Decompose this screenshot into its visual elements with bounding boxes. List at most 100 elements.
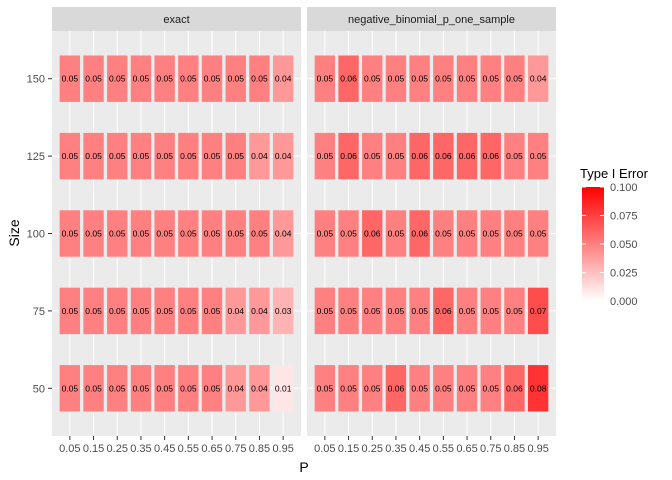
heatmap-cell: [107, 210, 128, 257]
heatmap-cell: [201, 210, 223, 257]
cell-value-label: 0.05: [340, 306, 357, 316]
x-tick-label: 0.25: [107, 443, 128, 455]
heatmap-cell: [433, 55, 454, 102]
heatmap-cell: [249, 55, 270, 102]
x-tick-label: 0.45: [154, 443, 175, 455]
cell-value-label: 0.05: [506, 229, 523, 239]
cell-value-label: 0.05: [133, 383, 150, 393]
heatmap-cell: [83, 287, 104, 335]
cell-value-label: 0.05: [364, 306, 381, 316]
heatmap-cell: [201, 132, 223, 180]
heatmap-cell: [385, 365, 407, 412]
heatmap-cell: [201, 55, 223, 102]
heatmap-cell: [504, 132, 525, 180]
heatmap-cells-negative-binomial: 0.05 0.05 0.05 0.06 0.05 0.05 0.05 0.05 0.06 0.08…: [307, 31, 556, 436]
heatmap-cell: [154, 365, 175, 412]
heatmap-cell: [480, 287, 501, 335]
y-axis-title: Size: [6, 219, 22, 246]
cell-value-label: 0.05: [85, 74, 102, 84]
heatmap-cell: [178, 365, 199, 412]
y-tick-label: 100: [27, 229, 45, 241]
heatmap-cell: [59, 210, 81, 257]
cell-value-label: 0.05: [133, 306, 150, 316]
cell-value-label: 0.04: [251, 306, 268, 316]
x-tick-label: 0.55: [433, 443, 454, 455]
cell-value-label: 0.06: [482, 151, 499, 161]
cell-value-label: 0.05: [388, 306, 405, 316]
heatmap-cell: [338, 55, 359, 102]
legend-tick-label: 0.025: [610, 268, 638, 280]
cell-value-label: 0.05: [62, 229, 79, 239]
heatmap-cell: [314, 210, 336, 257]
heatmap-cell: [272, 365, 294, 412]
cell-value-label: 0.06: [411, 229, 428, 239]
cell-value-label: 0.05: [530, 151, 547, 161]
cell-value-label: 0.05: [411, 74, 428, 84]
cell-value-label: 0.06: [340, 151, 357, 161]
panel-strip-negative-binomial: [307, 7, 556, 31]
heatmap-cell: [107, 287, 128, 335]
cell-value-label: 0.05: [364, 74, 381, 84]
cell-value-label: 0.05: [156, 74, 173, 84]
heatmap-cell: [130, 132, 152, 180]
cell-value-label: 0.05: [364, 151, 381, 161]
cell-value-label: 0.05: [133, 229, 150, 239]
cell-value-label: 0.07: [530, 306, 547, 316]
heatmap-cell: [456, 55, 478, 102]
legend-color-bar: [582, 187, 604, 301]
heatmap-cell: [527, 210, 549, 257]
x-tick-label: 0.65: [201, 443, 222, 455]
cell-value-label: 0.05: [62, 306, 79, 316]
cell-value-label: 0.05: [156, 383, 173, 393]
heatmap-cell: [433, 132, 454, 180]
cell-value-label: 0.05: [180, 229, 197, 239]
heatmap-cell: [362, 55, 383, 102]
heatmap-cell: [409, 55, 430, 102]
cell-value-label: 0.05: [85, 306, 102, 316]
heatmap-cell: [338, 287, 359, 335]
heatmap-cell: [456, 210, 478, 257]
heatmap-cell: [272, 132, 294, 180]
cell-value-label: 0.05: [109, 229, 126, 239]
heatmap-cell: [314, 132, 336, 180]
cell-value-label: 0.06: [435, 306, 452, 316]
cell-value-label: 0.04: [275, 229, 292, 239]
cell-value-label: 0.08: [530, 383, 547, 393]
heatmap-cell: [59, 132, 81, 180]
heatmap-cell: [249, 210, 270, 257]
heatmap-cell: [527, 287, 549, 335]
heatmap-cell: [272, 55, 294, 102]
cell-value-label: 0.05: [364, 383, 381, 393]
heatmap-cell: [201, 365, 223, 412]
cell-value-label: 0.05: [459, 74, 476, 84]
x-axis-title: P: [299, 459, 308, 475]
cell-value-label: 0.05: [411, 383, 428, 393]
heatmap-cells-exact: 0.05 0.05 0.05 0.05 0.05 0.05 0.05 0.04 0.04 0.01…: [52, 31, 301, 436]
cell-value-label: 0.05: [156, 306, 173, 316]
x-tick-label: 0.75: [480, 443, 501, 455]
cell-value-label: 0.05: [85, 151, 102, 161]
panel-strip-exact: [52, 7, 301, 31]
cell-value-label: 0.05: [482, 306, 499, 316]
heatmap-cell: [456, 287, 478, 335]
cell-value-label: 0.05: [109, 383, 126, 393]
cell-value-label: 0.05: [85, 229, 102, 239]
heatmap-cell: [362, 132, 383, 180]
cell-value-label: 0.05: [109, 151, 126, 161]
cell-value-label: 0.05: [156, 229, 173, 239]
heatmap-cell: [225, 55, 246, 102]
cell-value-label: 0.05: [388, 74, 405, 84]
legend-tick-label: 0.050: [610, 239, 638, 251]
heatmap-cell: [272, 287, 294, 335]
heatmap-cell: [225, 132, 246, 180]
heatmap-cell: [338, 132, 359, 180]
cell-value-label: 0.05: [204, 229, 221, 239]
x-tick-label: 0.35: [385, 443, 406, 455]
cell-value-label: 0.05: [227, 74, 244, 84]
cell-value-label: 0.06: [506, 383, 523, 393]
cell-value-label: 0.05: [317, 383, 334, 393]
cell-value-label: 0.05: [156, 151, 173, 161]
heatmap-cell: [409, 210, 430, 257]
cell-value-label: 0.05: [180, 74, 197, 84]
